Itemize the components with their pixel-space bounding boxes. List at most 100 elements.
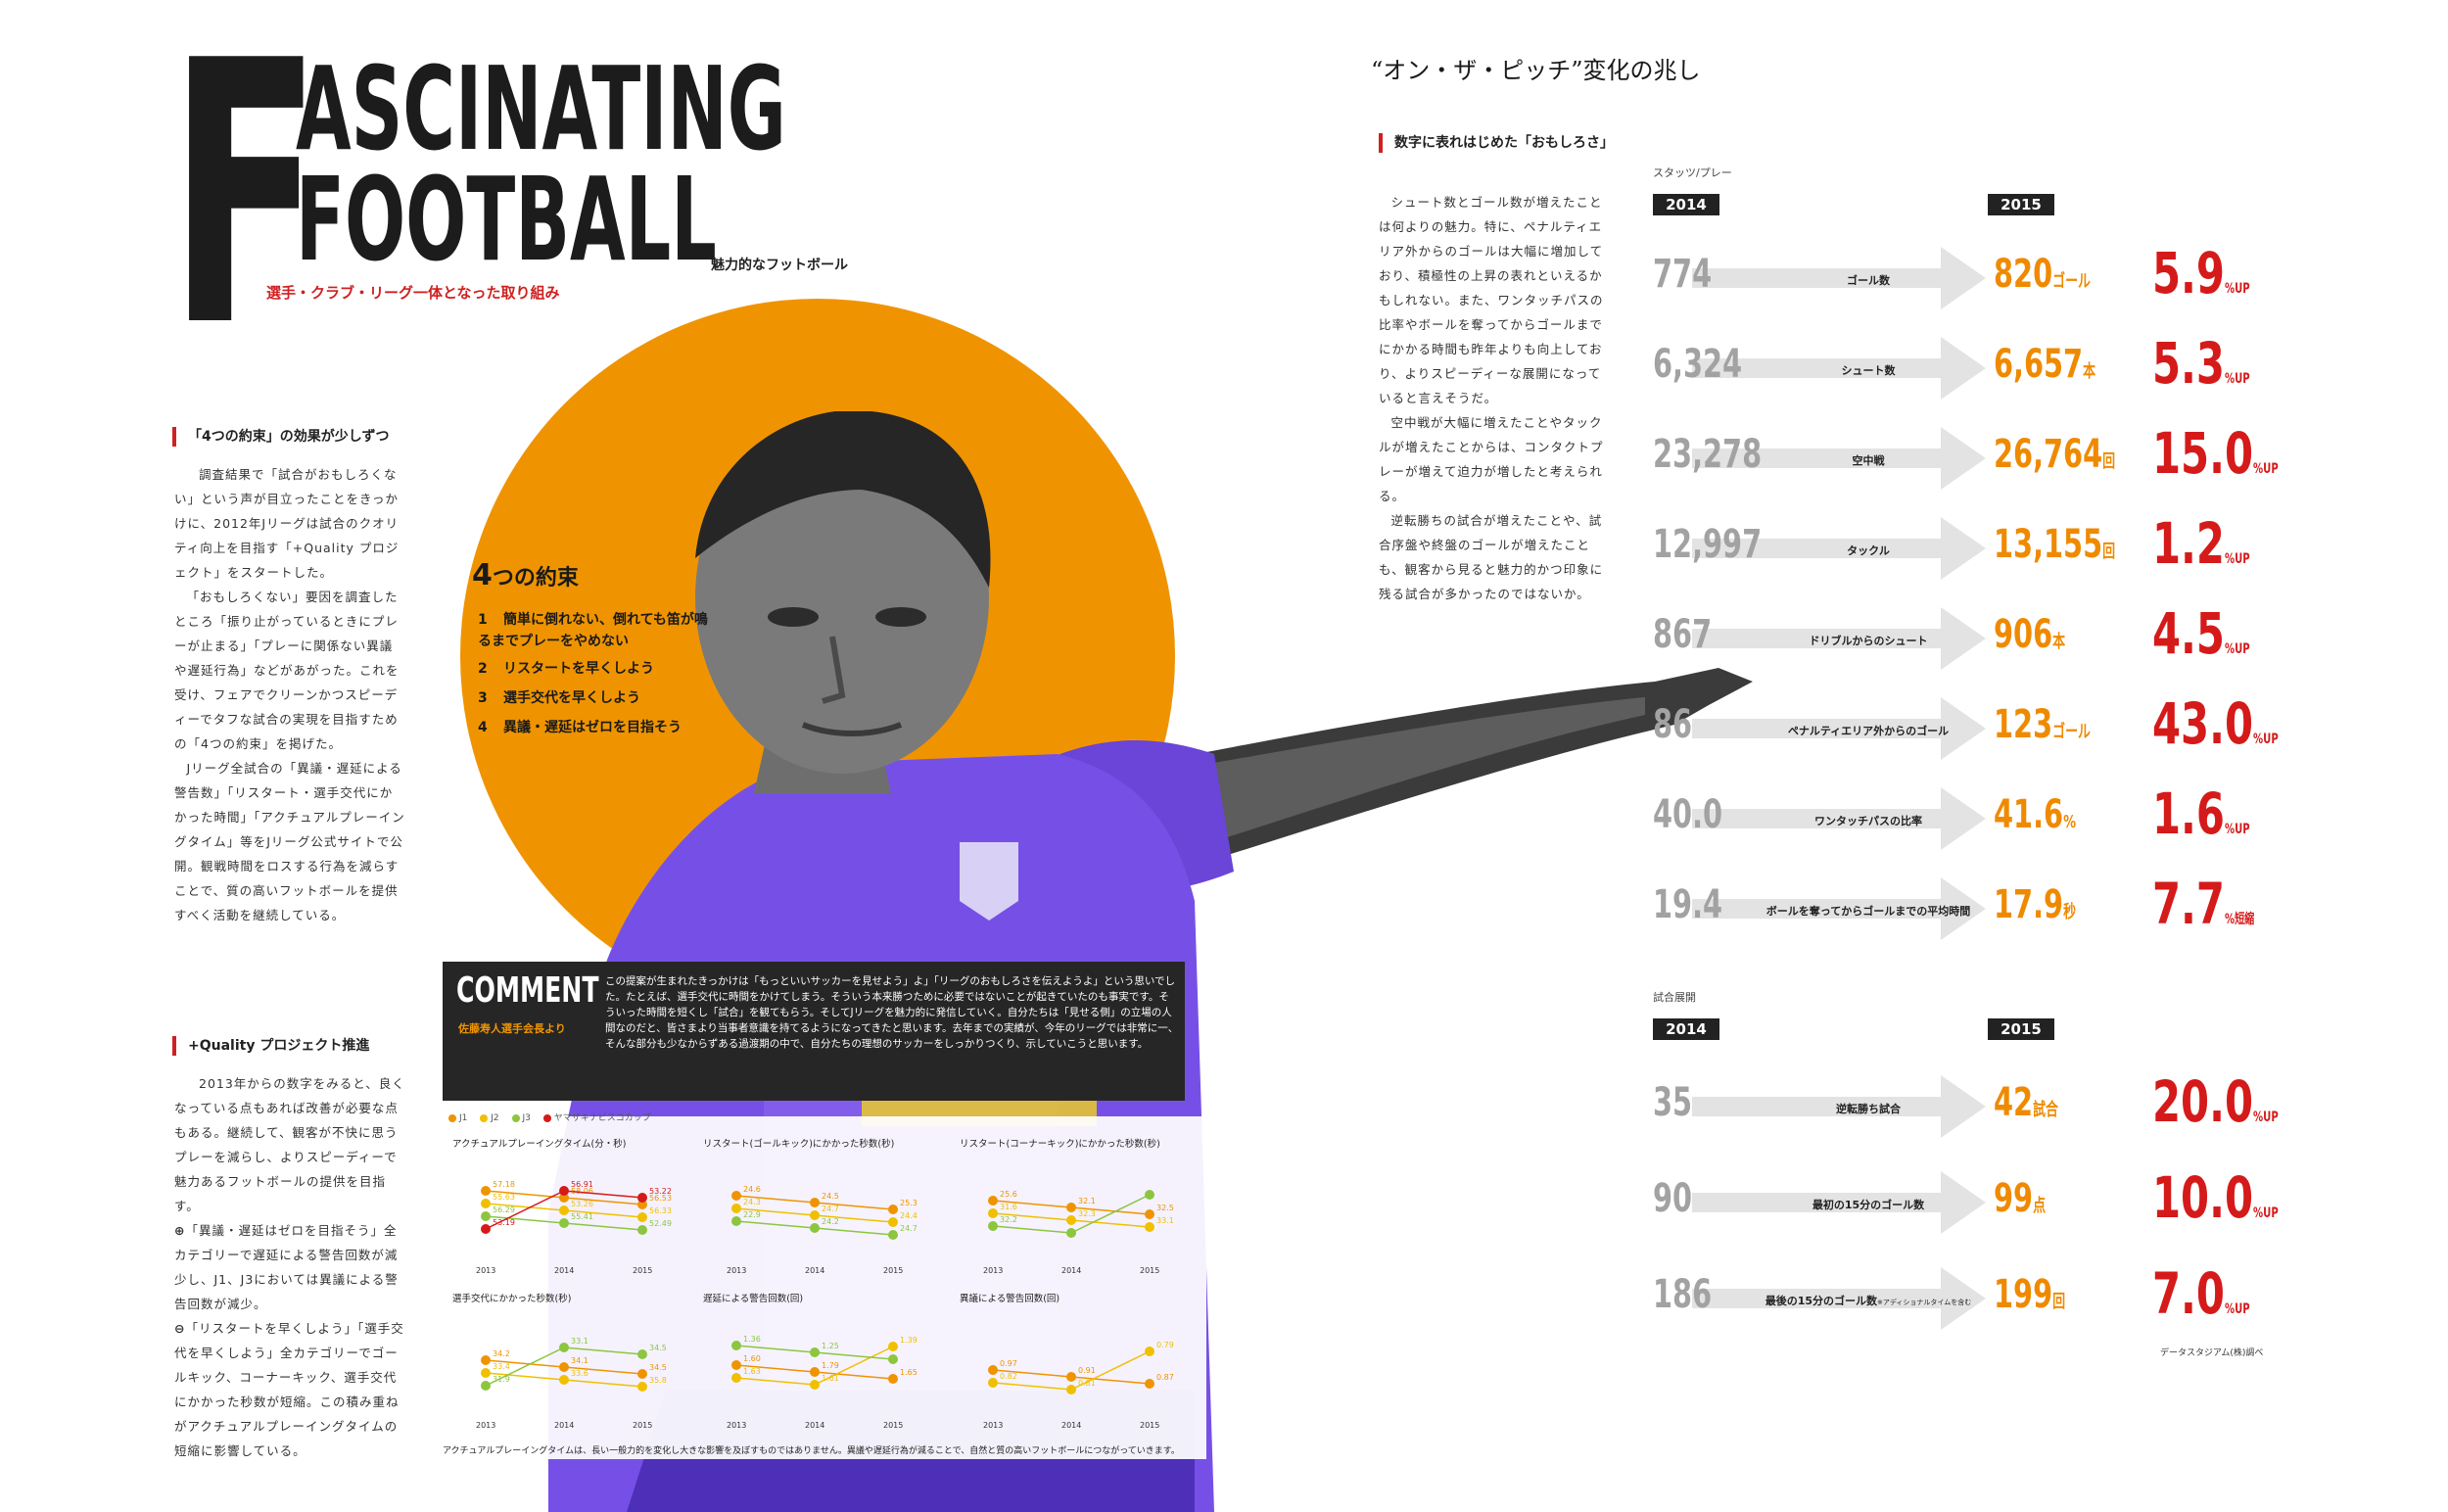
data-label: 1.65 [900, 1368, 918, 1377]
data-label: 25.3 [900, 1199, 918, 1207]
legend-item: J3 [511, 1113, 531, 1123]
data-label: 32.1 [1078, 1197, 1096, 1205]
value-2014: 90 [1653, 1176, 1693, 1221]
data-point [888, 1230, 898, 1240]
x-tick-label: 2015 [883, 1421, 903, 1430]
data-label: 24.4 [900, 1211, 918, 1220]
data-label: 34.5 [649, 1344, 667, 1352]
x-tick-label: 2013 [727, 1421, 746, 1430]
stat-label: ワンタッチパスの比率 [1814, 815, 1922, 827]
data-label: 33.1 [571, 1337, 588, 1346]
data-label: 0.97 [1000, 1359, 1017, 1368]
value-2014: 23,278 [1653, 432, 1763, 477]
x-tick-label: 2014 [554, 1266, 574, 1275]
mini-chart-title: リスタート(コーナーキック)にかかった秒数(秒) [960, 1139, 1160, 1150]
data-label: 25.6 [1000, 1190, 1017, 1199]
stat-label-note: ※アディショナルタイムを含む [1877, 1299, 1972, 1306]
stat-label: ボールを奪ってからゴールまでの平均時間 [1765, 905, 1971, 918]
data-point [888, 1217, 898, 1227]
data-label: 34.2 [493, 1349, 510, 1358]
data-point [559, 1362, 569, 1372]
x-tick-label: 2013 [983, 1421, 1003, 1430]
data-label: 0.79 [1156, 1341, 1174, 1349]
arrow-shape [1692, 787, 1986, 850]
data-point [637, 1349, 647, 1359]
match-table-label: 試合展開 [1653, 991, 1696, 1004]
data-point [481, 1355, 491, 1365]
data-label: 33.6 [571, 1369, 588, 1378]
data-point [988, 1196, 998, 1205]
title-japanese: 魅力的なフットボール [711, 258, 848, 273]
legend-item: ヤマザキナビスコカップ [542, 1113, 651, 1123]
stat-label: シュート数 [1841, 364, 1896, 377]
value-2015: 199回 [1994, 1272, 2066, 1317]
comment-text: この提案が生まれたきっかけは「もっといいサッカーを見せよう」よ」「リーグのおもし… [605, 975, 1179, 1050]
data-point [988, 1365, 998, 1375]
mini-chart-title: アクチュアルプレーイングタイム(分・秒) [452, 1139, 627, 1150]
arrow-shape [1692, 1267, 1986, 1330]
paragraph: シュート数とゴール数が増えたことは何よりの魅力。特に、ペナルティエリア外からのゴ… [1379, 195, 1604, 405]
subtitle: 選手・クラブ・リーグ一体となった取り組み [266, 284, 560, 302]
comment-box [443, 962, 1185, 1101]
data-point [1066, 1385, 1076, 1394]
data-point [731, 1204, 741, 1213]
data-point [637, 1369, 647, 1379]
paragraph: 「おもしろくない」要因を調査したところ「振り止がっているときにプレーが止まる」「… [174, 590, 400, 751]
data-label: 56.33 [649, 1206, 672, 1215]
data-label: 33.1 [1156, 1216, 1174, 1225]
data-point [731, 1341, 741, 1350]
data-point [1145, 1379, 1154, 1389]
data-label: 56.91 [571, 1180, 593, 1189]
series-line [992, 1194, 1151, 1234]
arrow-shape [1692, 607, 1986, 670]
series-line [992, 1350, 1151, 1391]
comment-title: COMMENT [456, 970, 599, 1011]
title-line-1: ASCINATING [296, 41, 786, 176]
data-point [637, 1382, 647, 1392]
data-point [481, 1211, 491, 1221]
paragraph: 逆転勝ちの試合が増えたことや、試合序盤や終盤のゴールが増えたことも、観客から見る… [1379, 513, 1604, 601]
data-label: 31.9 [493, 1375, 510, 1384]
mini-charts-panel [443, 1116, 1206, 1459]
data-point [559, 1205, 569, 1215]
stat-row: 35 逆転勝ち試合 42試合 20.0%UP [1653, 1073, 2338, 1138]
legend-dot [480, 1113, 489, 1122]
change-percent: 4.5%UP [2152, 600, 2250, 667]
value-2015: 26,764回 [1994, 432, 2116, 477]
year-tag-2015: 2015 [1988, 1018, 2054, 1040]
legend-dot [542, 1113, 551, 1122]
value-2015: 6,657本 [1994, 342, 2096, 387]
x-tick-label: 2014 [1061, 1421, 1081, 1430]
section-heading-quality-project: +Quality プロジェクト推進 [172, 1036, 369, 1056]
data-point [481, 1199, 491, 1208]
x-tick-label: 2014 [554, 1421, 574, 1430]
data-point [559, 1218, 569, 1228]
data-point [559, 1186, 569, 1196]
year-tag-2015: 2015 [1988, 194, 2054, 215]
value-2015: 42試合 [1994, 1080, 2059, 1125]
paragraph: 空中戦が大幅に増えたことやタックルが増えたことからは、コンタクトプレーが増えて迫… [1379, 415, 1604, 503]
mini-chart: 57.18 58.06 56.53 55.63 53.26 56.33 56.29 55.41… [476, 1180, 672, 1275]
mini-chart: 24.6 24.5 25.3 24.3 24.7 24.4 22.9 24.2 24.7 2013… [727, 1185, 918, 1275]
legend-item: J2 [480, 1113, 499, 1123]
value-2014: 867 [1653, 612, 1713, 657]
value-2015: 906本 [1994, 612, 2066, 657]
stat-row: 90 最初の15分のゴール数 99点 10.0%UP [1653, 1169, 2338, 1234]
x-tick-label: 2013 [476, 1266, 495, 1275]
data-point [988, 1378, 998, 1388]
stat-label: 最初の15分のゴール数 [1812, 1199, 1925, 1211]
data-label: 1.63 [743, 1367, 761, 1376]
year-tag-2014: 2014 [1653, 1018, 1719, 1040]
change-percent: 5.9%UP [2152, 240, 2250, 307]
value-2014: 774 [1653, 252, 1713, 297]
mini-charts-legend: J1 J2 J3 ヤマザキナビスコカップ [448, 1110, 661, 1123]
data-point [481, 1186, 491, 1196]
data-point [810, 1367, 820, 1377]
paragraph: ⊖「リスタートを早くしよう」「選手交代を早くしよう」全カテゴリーでゴールキック、… [174, 1321, 404, 1458]
legend-item: J1 [448, 1113, 467, 1123]
data-point [888, 1342, 898, 1351]
data-point [1066, 1372, 1076, 1382]
data-label: 53.19 [493, 1218, 515, 1227]
data-point [1145, 1347, 1154, 1356]
stat-row: 186 最後の15分のゴール数※アディショナルタイムを含む 199回 7.0%UP [1653, 1265, 2338, 1330]
